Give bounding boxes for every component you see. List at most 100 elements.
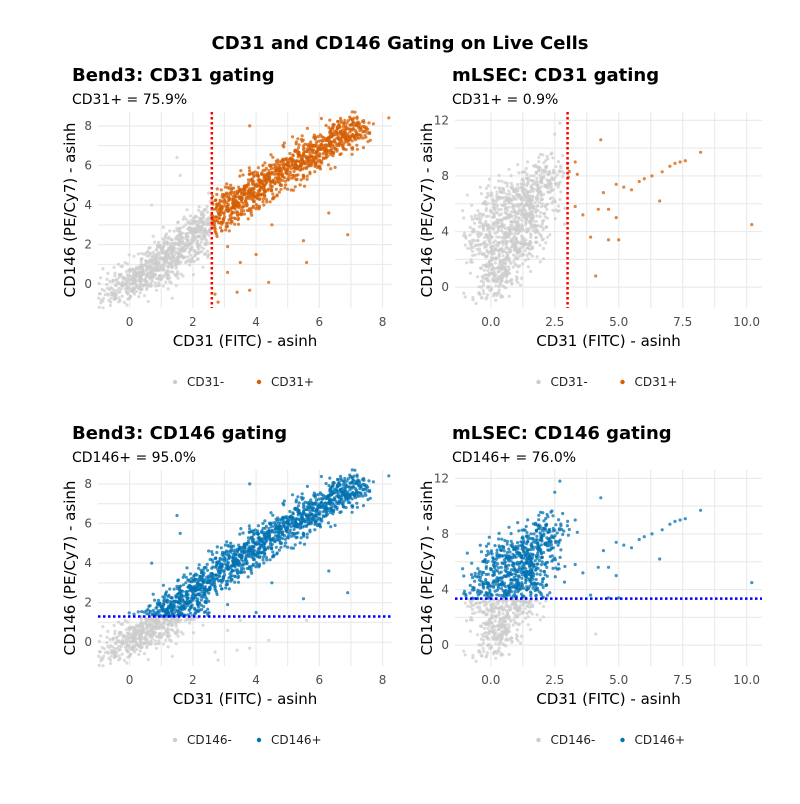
point-negative [502,188,505,191]
point-negative [469,272,472,275]
point-negative [498,285,501,288]
point-positive [262,561,265,564]
point-negative [543,169,546,172]
point-negative [493,186,496,189]
point-negative [498,248,501,251]
point-negative [513,235,516,238]
point-positive [313,165,316,168]
point-positive [269,558,272,561]
point-negative [465,261,468,264]
point-negative [500,180,503,183]
point-positive [251,545,254,548]
point-negative [538,244,541,247]
y-tick-label: 2 [84,238,92,252]
point-negative [495,225,498,228]
point-negative [486,192,489,195]
point-negative [166,274,169,277]
point-negative [194,226,197,229]
point-positive [228,208,231,211]
point-negative [510,174,513,177]
point-positive [331,512,334,515]
point-positive [222,578,225,581]
point-negative [171,238,174,241]
point-positive [275,546,278,549]
point-positive [296,173,299,176]
point-negative [474,244,477,247]
point-positive [259,186,262,189]
point-negative [525,201,528,204]
point-positive [349,128,352,131]
point-positive [215,207,218,210]
point-positive [278,191,281,194]
point-positive [299,512,302,515]
point-negative [482,277,485,280]
point-negative [109,301,112,304]
point-positive [215,193,218,196]
point-negative [490,247,493,250]
point-negative [154,256,157,259]
point-negative [493,267,496,270]
point-negative [157,241,160,244]
point-negative [545,165,548,168]
point-positive [225,580,228,583]
point-positive [268,522,271,525]
point-negative [513,242,516,245]
point-negative [147,255,150,258]
point-positive [192,575,195,578]
point-positive [319,525,322,528]
point-positive [154,607,157,610]
point-positive [223,569,226,572]
point-negative [110,651,113,654]
point-negative [522,192,525,195]
point-positive [214,216,217,219]
point-positive [193,580,196,583]
point-negative [101,288,104,291]
point-negative [143,284,146,287]
point-negative [178,251,181,254]
point-negative [162,226,165,229]
point-positive [206,569,209,572]
point-positive [290,546,293,549]
point-positive [324,501,327,504]
point-positive [607,238,610,241]
point-positive [164,592,167,595]
point-negative [556,173,559,176]
point-positive [286,546,289,549]
point-positive [342,125,345,128]
point-positive [226,583,229,586]
point-negative [185,208,188,211]
point-negative [113,266,116,269]
point-positive [221,206,224,209]
point-negative [511,245,514,248]
point-positive [153,599,156,602]
point-positive [258,563,261,566]
point-negative [139,622,142,625]
point-negative [118,657,121,660]
point-negative [165,255,168,258]
point-positive [294,543,297,546]
point-positive [348,474,351,477]
point-negative [164,639,167,642]
point-positive [357,483,360,486]
point-negative [133,629,136,632]
point-positive [267,188,270,191]
point-positive [225,222,228,225]
point-negative [536,229,539,232]
point-positive [369,139,372,142]
point-positive [219,584,222,587]
point-negative [144,635,147,638]
point-negative [121,638,124,641]
point-negative [132,255,135,258]
point-negative [139,264,142,267]
point-negative [470,258,473,261]
point-negative [540,194,543,197]
point-negative [106,630,109,633]
point-positive [183,573,186,576]
panel-title: Bend3: CD31 gating [72,65,275,86]
point-negative [147,300,150,303]
scatter-points [461,122,753,306]
point-negative [140,260,143,263]
point-negative [152,620,155,623]
point-positive [256,171,259,174]
